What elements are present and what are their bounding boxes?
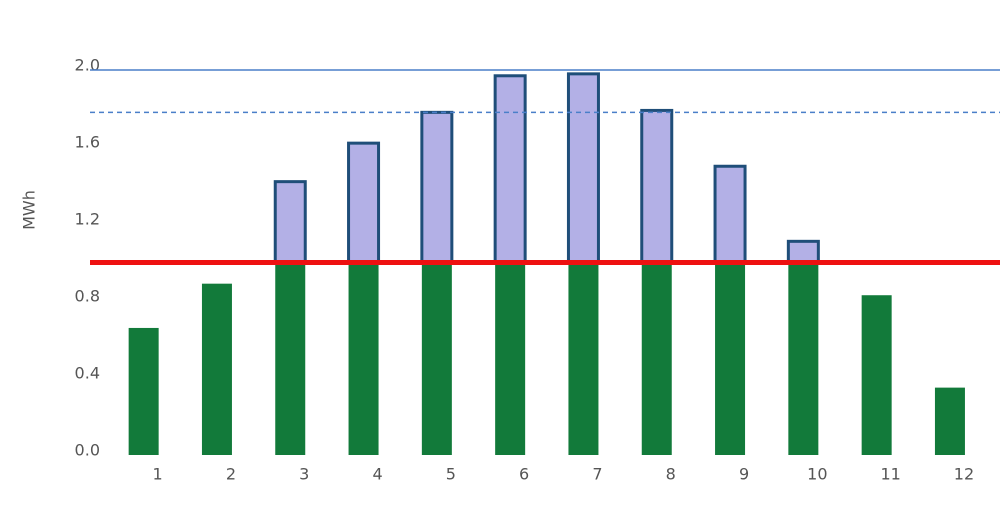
bar [715,262,746,455]
bar [201,283,232,455]
x-tick-label: 4 [372,465,382,484]
bar [495,262,526,455]
x-tick-label: 6 [519,465,529,484]
bar [128,327,159,455]
bar [641,262,672,455]
x-tick-label: 12 [954,465,974,484]
bar [934,387,965,455]
x-tick-label: 8 [666,465,676,484]
y-tick-label: 0.8 [75,287,100,306]
x-tick-label: 7 [592,465,602,484]
y-axis-label: MWh [20,190,39,230]
y-tick-label: 1.6 [75,133,100,152]
excess-bar [640,108,674,264]
excess-bar [566,72,600,264]
x-tick-label: 1 [153,465,163,484]
x-tick-label: 2 [226,465,236,484]
y-tick-label: 0.0 [75,441,100,460]
x-tick-label: 3 [299,465,309,484]
x-tick-label: 11 [880,465,900,484]
x-tick-label: 9 [739,465,749,484]
excess-bar [347,141,381,264]
bar [861,295,892,455]
x-tick-label: 10 [807,465,827,484]
bar [348,262,379,455]
bar [788,262,819,455]
excess-bar [420,110,454,264]
y-tick-label: 2.0 [75,56,100,75]
excess-bar [273,180,307,264]
bar [275,262,306,455]
excess-bar [493,74,527,265]
y-tick-label: 1.2 [75,210,100,229]
x-tick-label: 5 [446,465,456,484]
bar [421,262,452,455]
excess-bar [786,239,820,264]
bar [568,262,599,455]
y-tick-label: 0.4 [75,364,100,383]
excess-bar [713,164,747,264]
